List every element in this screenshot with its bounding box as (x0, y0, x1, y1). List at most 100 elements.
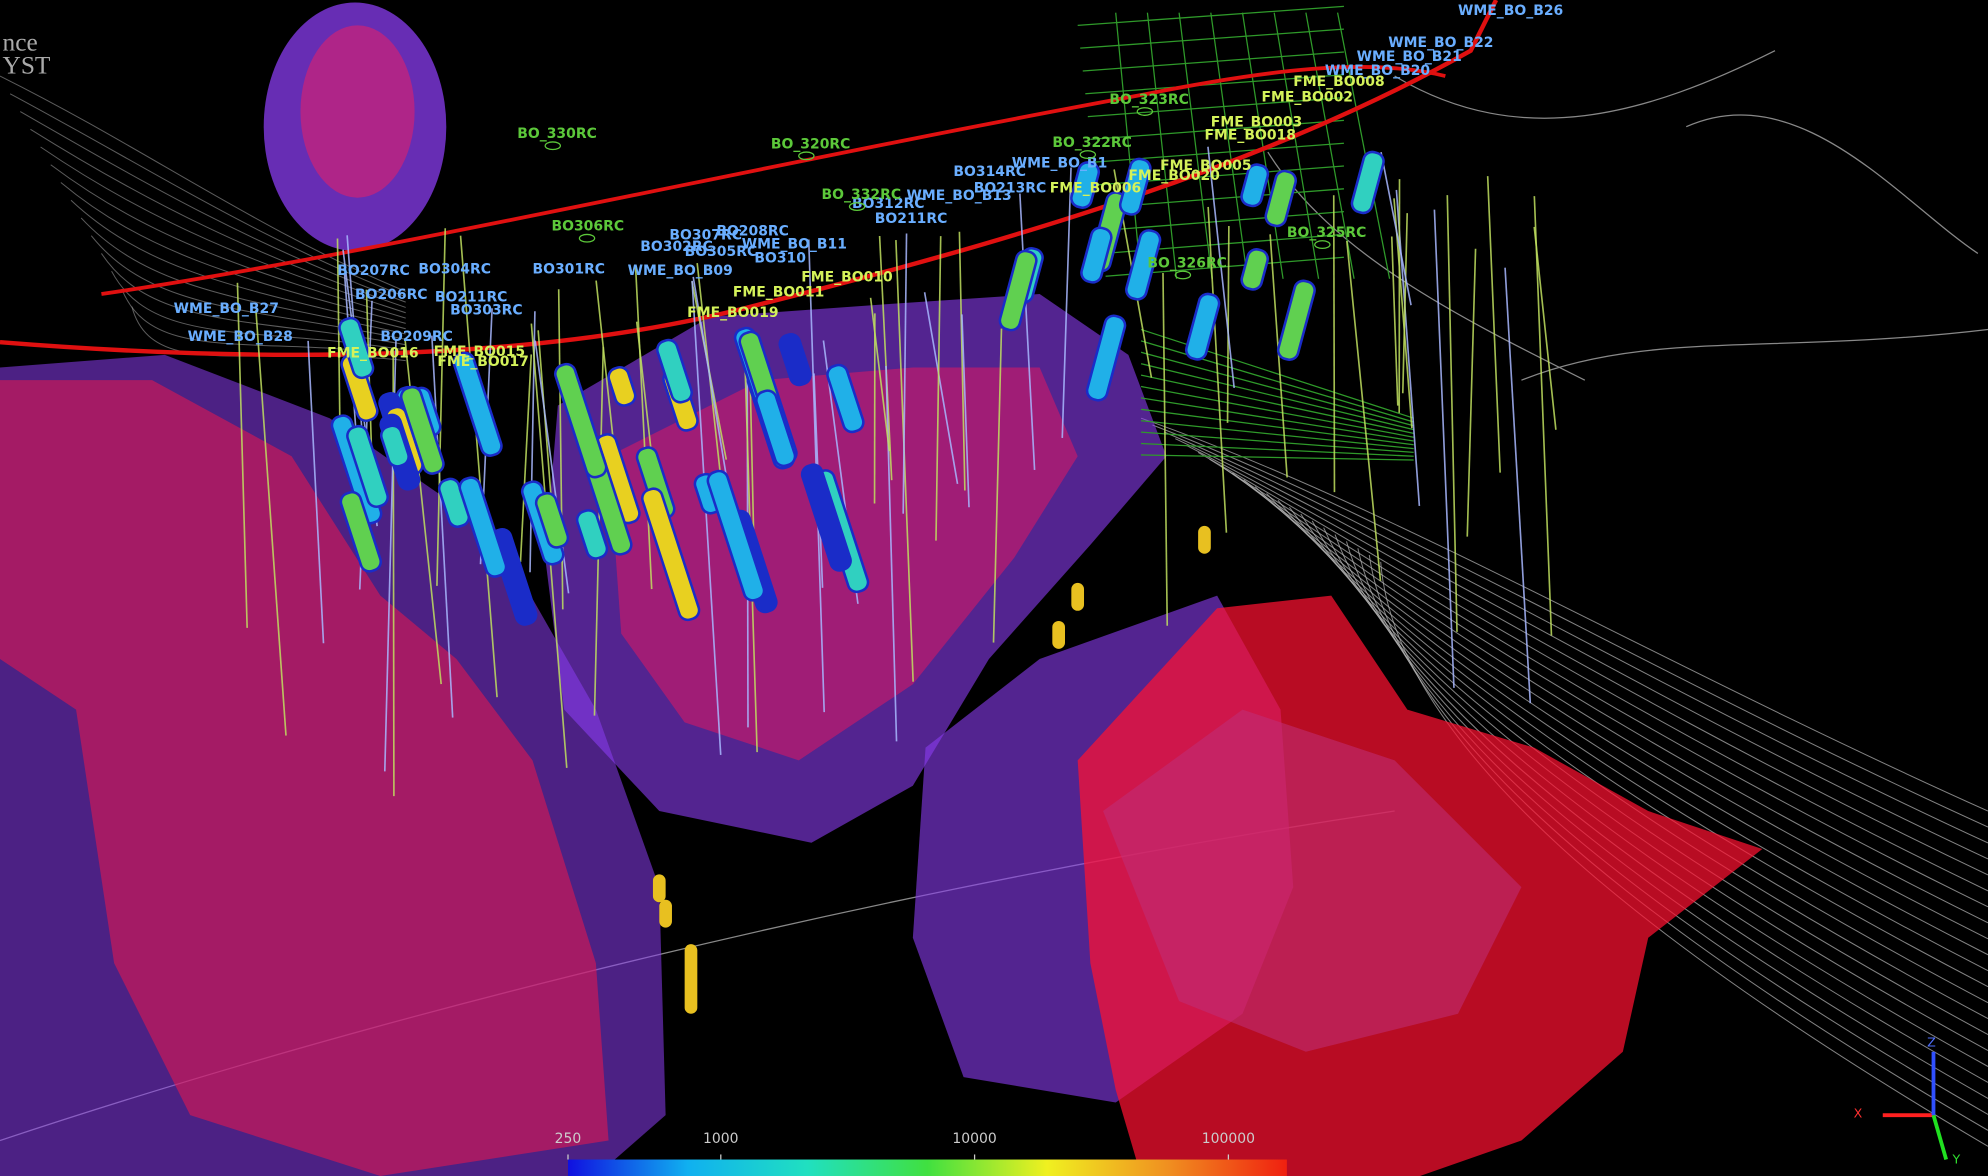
hole-label: FME_BO016 (327, 345, 418, 361)
drillhole-cylinder (338, 316, 375, 380)
drillhole-trace (1269, 234, 1288, 478)
drillholes (236, 146, 1557, 1014)
drillhole-cylinder (554, 362, 608, 479)
hole-label: BO_325RC (1287, 225, 1367, 241)
hole-label: BO307RC (669, 228, 742, 244)
drillhole-cylinder (998, 249, 1038, 332)
hole-label: FME_BO003 (1211, 115, 1302, 131)
drillhole-trace (958, 231, 966, 491)
contour-line (0, 75, 406, 292)
drillhole-trace (1332, 195, 1336, 493)
grid-line (1115, 12, 1142, 279)
contour-line (1186, 445, 1988, 876)
collar-marker (1136, 107, 1154, 116)
colorbar-tick-label: 1000 (703, 1131, 738, 1147)
hole-label: BO303RC (450, 302, 523, 318)
collar-marker (848, 202, 866, 211)
drillhole-cylinder (706, 469, 766, 602)
grid-line (1305, 12, 1355, 279)
hole-label: FME_BO008 (1293, 74, 1384, 90)
contour-line (1685, 114, 1979, 254)
drillhole-trace (1207, 146, 1235, 389)
drillhole-cylinder (800, 463, 852, 572)
drillhole-cylinder (1118, 157, 1152, 216)
hole-label: WME_BO_B11 (742, 236, 847, 252)
collar-marker (1174, 270, 1192, 280)
grid-line (1085, 74, 1344, 95)
contour-line (1254, 486, 1988, 972)
drillhole-cylinder (1350, 150, 1385, 215)
drillhole-cylinder (1276, 279, 1316, 361)
hole-label: BO213RC (974, 181, 1047, 197)
drillhole-trace (923, 292, 959, 485)
drillhole-cylinder (1052, 620, 1065, 649)
hole-label: FME_BO015 (434, 344, 525, 360)
drillhole-trace (436, 228, 447, 586)
contour-line (1243, 479, 1988, 956)
drillhole-trace (307, 340, 325, 644)
drillhole-cylinder (399, 385, 445, 475)
hole-label: FME_BO005 (1160, 158, 1251, 174)
drillhole-cylinder (607, 366, 637, 407)
collar-marker (544, 141, 562, 151)
drillhole-cylinder (1264, 169, 1298, 228)
shell (1103, 709, 1522, 1052)
contour-line (1394, 50, 1776, 119)
drillhole-cylinder (659, 899, 672, 928)
colorbar-ramp (568, 1159, 1287, 1176)
axis-label: Y (1951, 1151, 1960, 1166)
drillhole-cylinder (575, 509, 609, 560)
grid-line (1080, 28, 1344, 49)
grid-line (1140, 408, 1414, 446)
contour-line (1175, 438, 1988, 860)
contour-line (1232, 472, 1988, 940)
colorbar-tick-label: 250 (555, 1131, 582, 1147)
hole-label: FME_BO018 (1204, 127, 1295, 143)
drillhole-cylinder (339, 490, 382, 573)
drillhole-cylinder (1240, 163, 1270, 208)
grid-line (1100, 210, 1344, 232)
drillhole-trace (1533, 196, 1553, 636)
grid-line (1140, 363, 1414, 431)
drillhole-trace (691, 280, 722, 755)
hole-label: BO305RC (685, 244, 758, 260)
hole-label: BO207RC (337, 263, 410, 279)
drillhole-trace (992, 328, 1003, 643)
hole-label: WME_BO_B21 (1357, 49, 1462, 65)
drillhole-cylinder (755, 389, 797, 468)
shell-core (300, 25, 415, 198)
drillhole-cylinder (826, 363, 865, 434)
grid-line (1090, 119, 1344, 141)
drillhole-trace (431, 335, 454, 718)
hole-label: BO302RC (640, 239, 713, 255)
drillhole-trace (1466, 248, 1477, 537)
drillhole-trace (1390, 236, 1399, 406)
colorbar: 250 1000 10000 100000 (555, 1131, 1287, 1176)
hole-label: BO211RC (435, 290, 508, 306)
drillhole-trace (869, 297, 891, 452)
grid-line (1273, 12, 1320, 279)
contour-line (1152, 424, 1988, 828)
grid-line (1241, 12, 1284, 279)
hole-label: FME_BO019 (687, 305, 778, 321)
hole-label: FME_BO020 (1128, 168, 1220, 184)
drillhole-trace (236, 282, 248, 628)
grid-line (1210, 12, 1249, 279)
hole-label: FME_BO017 (437, 354, 528, 370)
hole-label: BO312RC (852, 196, 925, 212)
hole-label: BO_330RC (517, 126, 597, 142)
hole-label: FME_BO006 (1050, 181, 1141, 197)
grid-line (1140, 385, 1414, 438)
contour-line (1220, 465, 1988, 924)
drillhole-cylinder (458, 476, 508, 578)
corner-text: nce (3, 29, 38, 57)
drillhole-trace (1061, 167, 1072, 438)
drillhole-trace (255, 309, 287, 736)
axis-y (1931, 1114, 1948, 1161)
drillhole-cylinder (652, 874, 666, 903)
hole-label: BO_323RC (1109, 92, 1189, 108)
collar-marker (578, 233, 596, 243)
drillhole-trace (902, 233, 908, 514)
hole-label: WME_BO_B26 (1458, 3, 1563, 19)
